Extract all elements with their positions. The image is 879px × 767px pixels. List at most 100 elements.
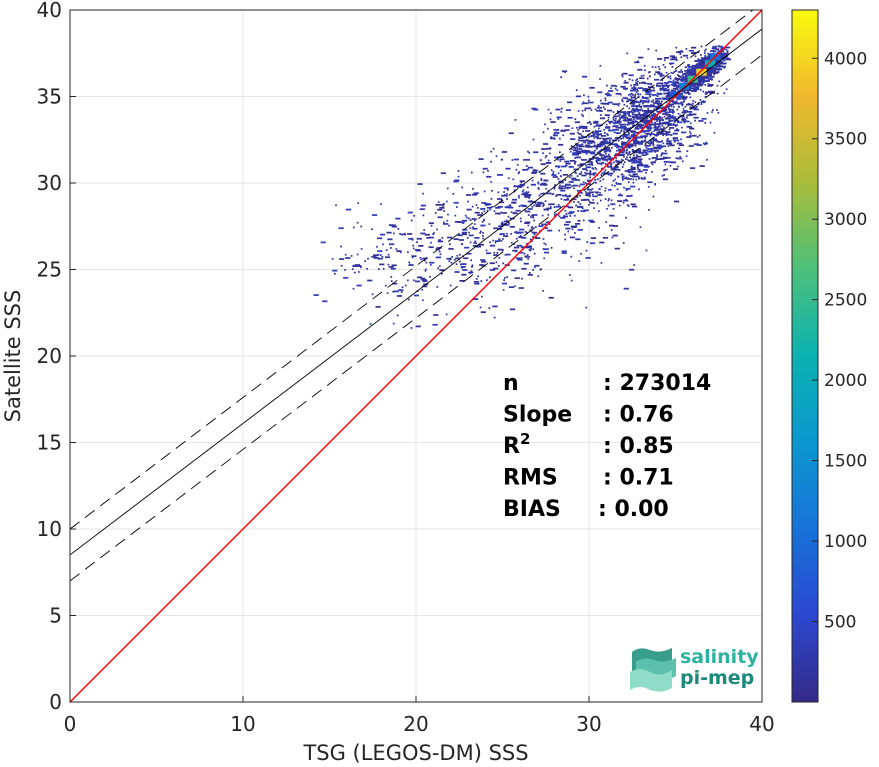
density-cell-2829 (632, 181, 635, 184)
density-cell-2085 (625, 151, 628, 154)
density-cell-1376 (652, 87, 655, 89)
density-cell-1671 (652, 149, 654, 152)
density-cell-2553 (621, 74, 623, 76)
density-cell-1271 (581, 102, 584, 105)
density-cell-2482 (589, 151, 595, 154)
density-cell-2762 (472, 188, 474, 190)
density-cell-1596 (584, 182, 587, 184)
density-cell-1803 (682, 120, 685, 123)
density-cell-945 (630, 166, 636, 169)
density-cell-309 (723, 59, 726, 62)
colorbar-gradient (791, 9, 819, 703)
density-cell-3019 (470, 171, 473, 174)
density-cell-2360 (597, 104, 600, 107)
density-cell-614 (703, 78, 705, 80)
density-cell-3035 (561, 194, 567, 197)
density-cell-2222 (565, 213, 568, 215)
density-cell-2409 (601, 140, 607, 143)
density-cell-1677 (602, 106, 605, 109)
density-cell-649 (718, 67, 721, 70)
density-cell-2031 (689, 113, 691, 115)
density-cell-2520 (564, 125, 570, 127)
density-cell-2260 (604, 132, 606, 134)
density-cell-1173 (663, 106, 669, 109)
density-cell-896 (718, 80, 721, 83)
density-cell-2900 (532, 216, 535, 219)
density-cell-2927 (505, 167, 511, 170)
density-cell-2842 (492, 305, 498, 308)
density-cell-2503 (633, 131, 636, 134)
density-cell-2137 (638, 168, 641, 171)
density-cell-1122 (645, 105, 651, 108)
density-cell-2290 (631, 150, 637, 152)
density-cell-2258 (559, 169, 562, 172)
density-cell-969 (646, 117, 649, 120)
density-cell-1552 (672, 112, 674, 114)
stat-label-0: n (503, 371, 519, 396)
density-cell-1453 (626, 116, 629, 119)
density-cell-2296 (637, 93, 639, 95)
density-cell-2536 (535, 204, 541, 206)
density-cell-1770 (655, 129, 658, 132)
density-cell-2039 (631, 116, 638, 119)
density-cell-1998 (616, 146, 618, 149)
density-cell-3046 (464, 214, 467, 217)
density-cell-1511 (634, 61, 640, 64)
density-cell-3079 (567, 195, 569, 198)
stat-value-0: : 273014 (603, 371, 711, 396)
density-cell-2421 (653, 161, 656, 163)
y-tick-label-7: 35 (37, 85, 62, 109)
density-cell-1792 (654, 66, 657, 69)
density-cell-1273 (631, 161, 637, 164)
density-cell-1324 (631, 122, 633, 125)
density-cell-2965 (437, 216, 443, 219)
density-cell-1492 (653, 137, 656, 140)
density-cell-1497 (632, 104, 635, 107)
density-cell-2889 (478, 243, 484, 246)
density-cell-2861 (496, 198, 503, 200)
density-cell-1699 (635, 117, 641, 120)
density-cell-3200 (344, 253, 347, 256)
density-cell-1562 (644, 123, 647, 126)
density-cell-2383 (562, 215, 568, 218)
density-cell-2243 (617, 104, 620, 107)
density-cell-1224 (635, 107, 638, 109)
density-cell-1023 (634, 126, 637, 129)
density-cell-2979 (518, 236, 524, 239)
density-cell-2573 (657, 72, 663, 75)
density-cell-2572 (540, 183, 543, 186)
density-cell-2192 (554, 184, 556, 186)
density-cell-2091 (522, 189, 525, 192)
density-cell-1471 (664, 111, 670, 114)
density-cell-2332 (526, 165, 528, 167)
density-cell-2951 (565, 221, 571, 223)
density-cell-1685 (641, 121, 644, 123)
density-cell-2443 (627, 159, 629, 161)
density-cell-2629 (661, 174, 664, 177)
density-cell-1884 (596, 109, 602, 112)
density-cell-2451 (659, 158, 665, 160)
density-cell-2388 (574, 179, 581, 181)
density-cell-1211 (686, 150, 689, 152)
density-cell-3044 (517, 186, 523, 188)
density-cell-2450 (551, 174, 557, 176)
density-cell-1650 (704, 92, 707, 95)
density-cell-2958 (533, 252, 536, 255)
density-cell-1323 (688, 145, 694, 147)
density-cell-3129 (438, 250, 441, 253)
density-cell-2375 (542, 131, 545, 134)
density-cell-1636 (670, 116, 677, 119)
density-cell-680 (714, 69, 717, 72)
density-cell-2846 (532, 171, 538, 174)
density-cell-1462 (662, 98, 668, 101)
density-cell-2748 (508, 206, 514, 209)
density-cell-1357 (697, 103, 700, 106)
density-cell-3017 (501, 222, 503, 225)
density-cell-2005 (579, 202, 582, 205)
density-cell-1688 (665, 83, 668, 86)
density-cell-1527 (593, 181, 596, 184)
density-cell-3193 (463, 220, 466, 223)
density-cell-3053 (478, 245, 480, 247)
density-cell-2018 (583, 198, 589, 201)
density-cell-2593 (645, 171, 647, 174)
